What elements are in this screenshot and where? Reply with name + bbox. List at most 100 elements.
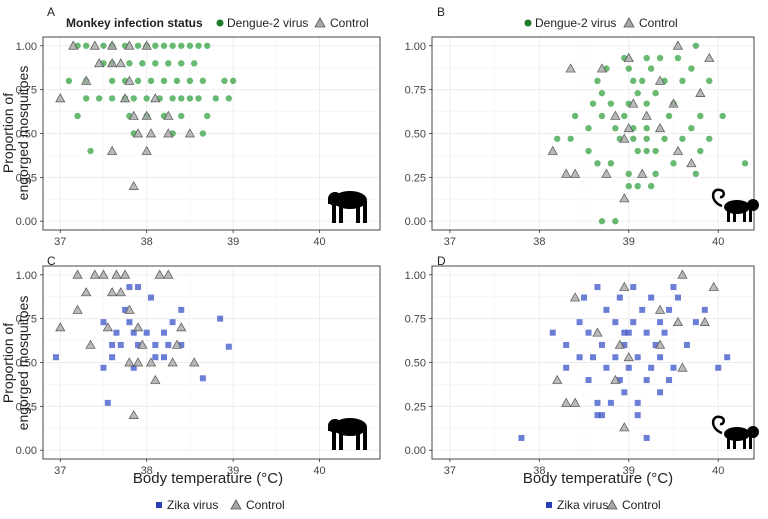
data-point-control <box>150 374 161 384</box>
data-point-control <box>115 287 126 297</box>
data-point-dengue <box>178 95 185 102</box>
data-point-control <box>137 339 148 349</box>
legend-top-right: Dengue-2 virus Control <box>524 16 678 30</box>
data-point-dengue <box>169 42 176 49</box>
data-point-dengue <box>83 42 90 49</box>
data-point-zika <box>109 341 116 348</box>
data-point-control <box>55 93 66 103</box>
data-point-dengue <box>186 42 194 49</box>
data-point-zika <box>621 389 628 396</box>
data-point-control <box>654 123 666 133</box>
data-point-dengue <box>199 130 207 137</box>
x-tick-label: 40 <box>313 236 325 248</box>
data-point-zika <box>165 341 172 348</box>
data-point-control <box>132 128 144 138</box>
panel-frame <box>431 36 755 231</box>
data-point-dengue <box>203 112 211 120</box>
data-point-dengue <box>598 218 606 225</box>
data-point-zika <box>104 399 111 406</box>
data-point-control <box>699 316 710 326</box>
x-tick-label: 38 <box>141 465 153 477</box>
data-point-control <box>94 58 105 68</box>
data-point-dengue <box>697 147 704 155</box>
y-tick-label: 0.50 <box>16 358 37 370</box>
legend-dengue-label: Dengue-2 virus <box>227 16 308 30</box>
data-point-control <box>85 339 96 349</box>
data-point-dengue <box>688 125 695 132</box>
data-point-zika <box>598 412 605 419</box>
data-point-zika <box>225 343 232 350</box>
data-point-dengue <box>195 95 202 102</box>
y-tick-label: 0.75 <box>405 85 426 97</box>
legend-dengue-label: Dengue-2 virus <box>535 16 616 30</box>
legend-dengue-marker <box>524 19 532 27</box>
data-point-control <box>654 339 666 349</box>
data-point-dengue <box>594 160 601 167</box>
data-point-control <box>171 339 183 349</box>
data-point-zika <box>621 329 628 336</box>
y-tick-label: 1.00 <box>405 41 426 53</box>
data-point-dengue <box>697 112 704 120</box>
data-point-dengue <box>692 42 700 49</box>
data-point-control <box>614 339 625 349</box>
y-axis-label-top-line2: engorged mosquitoes <box>15 66 31 201</box>
data-point-control <box>55 322 66 332</box>
y-tick-label: 0.50 <box>405 358 426 370</box>
data-point-zika <box>594 399 601 406</box>
marmoset-icon <box>711 415 759 449</box>
data-point-control <box>72 304 83 314</box>
data-point-zika <box>612 354 619 361</box>
data-point-zika <box>130 364 137 371</box>
data-point-zika <box>518 434 525 441</box>
data-point-dengue <box>100 42 107 49</box>
data-point-control <box>72 269 83 279</box>
x-tick-label: 37 <box>444 465 456 477</box>
data-point-zika <box>109 354 116 361</box>
data-point-dengue <box>598 112 606 120</box>
legend-bottom-left: Zika virus Control <box>156 498 285 512</box>
data-point-control <box>623 52 634 62</box>
y-tick-label: 0.00 <box>405 216 426 228</box>
data-point-control <box>619 193 630 203</box>
data-point-dengue <box>621 112 628 120</box>
data-point-control <box>628 98 639 108</box>
data-point-dengue <box>585 147 592 155</box>
data-point-control <box>154 269 165 279</box>
data-point-control <box>184 128 195 138</box>
data-point-dengue <box>652 89 659 97</box>
data-point-control <box>547 145 558 155</box>
data-point-dengue <box>65 77 73 85</box>
data-point-control <box>128 180 139 190</box>
data-point-dengue <box>634 147 641 155</box>
macaque-icon <box>328 418 367 450</box>
data-point-zika <box>199 375 206 382</box>
panel-frame <box>42 265 381 460</box>
data-point-dengue <box>625 65 632 72</box>
data-point-control <box>619 281 630 291</box>
x-tick-label: 40 <box>712 465 724 477</box>
data-point-control <box>111 269 122 279</box>
legend-zika-label: Zika virus <box>167 498 218 512</box>
y-tick-label: 0.75 <box>16 85 37 97</box>
data-point-zika <box>143 329 150 336</box>
data-point-dengue <box>225 95 232 102</box>
data-point-zika <box>217 315 224 322</box>
data-point-control <box>145 357 157 367</box>
data-point-dengue <box>571 112 579 120</box>
data-point-zika <box>160 329 167 336</box>
data-point-control <box>124 40 135 50</box>
data-point-zika <box>135 284 142 291</box>
data-point-control <box>623 352 634 362</box>
data-point-dengue <box>108 77 116 85</box>
data-point-control <box>623 123 634 133</box>
data-point-zika <box>616 377 623 384</box>
data-point-dengue <box>643 100 650 107</box>
data-point-dengue <box>585 125 592 132</box>
data-point-control <box>704 52 715 62</box>
x-tick-label: 40 <box>712 236 724 248</box>
data-point-control <box>102 322 113 332</box>
legend-control-marker <box>230 499 242 510</box>
data-point-control <box>561 397 572 407</box>
data-point-zika <box>634 399 641 406</box>
